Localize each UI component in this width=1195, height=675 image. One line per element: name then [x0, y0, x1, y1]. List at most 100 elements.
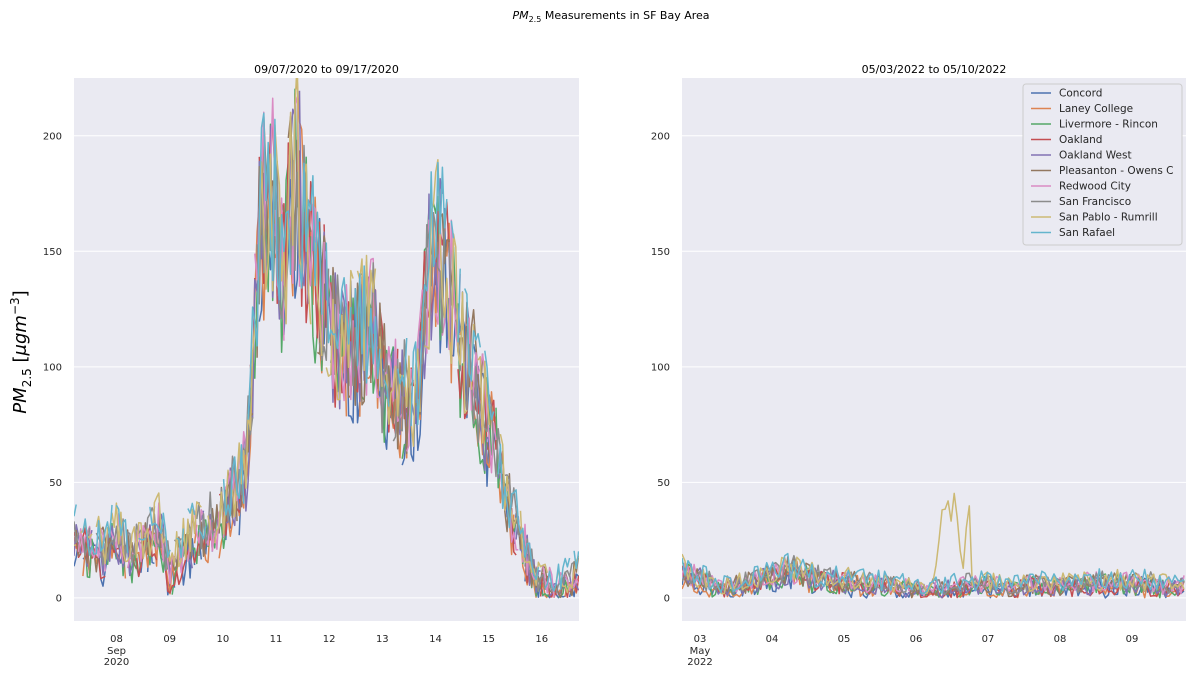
series-line-san-rafael [198, 526, 207, 540]
series-line-redwood-city [269, 97, 285, 341]
x-tick-label: 09 [1126, 634, 1139, 645]
series-line-redwood-city [506, 483, 519, 551]
legend-label: Pleasanton - Owens C [1059, 165, 1173, 177]
series-line-san-rafael [149, 506, 171, 558]
x-tick-label: 09 [163, 634, 176, 645]
series-line-redwood-city [466, 317, 497, 474]
legend-label: San Pablo - Rumrill [1059, 212, 1158, 224]
series-line-san-francisco [196, 491, 216, 550]
x-tick-label: 10 [216, 634, 229, 645]
series-line-san-pablo-rumrill [499, 433, 517, 529]
series-line-redwood-city [321, 241, 325, 351]
series-line-san-rafael [484, 350, 495, 421]
y-tick-label: 0 [664, 593, 670, 604]
series-line-san-rafael [410, 161, 448, 427]
series-line-san-rafael [222, 444, 245, 517]
x-tick-label: 03 [694, 634, 707, 645]
y-axis-label: PM2.5 [μgm−3] [8, 290, 34, 413]
y-tick-label: 50 [49, 478, 62, 489]
x-tick-label: 08 [1054, 634, 1067, 645]
series-line-san-rafael [247, 112, 292, 420]
series-line-san-rafael [176, 528, 185, 559]
x-tick-label: 13 [376, 634, 389, 645]
legend-label: Oakland [1059, 134, 1102, 146]
series-line-san-pablo-rumrill [379, 336, 383, 387]
series-line-redwood-city [682, 557, 1185, 597]
x-tick-sublabel: 2020 [104, 657, 129, 668]
series-line-san-francisco [504, 474, 522, 538]
series-line-san-pablo-rumrill [325, 269, 354, 401]
x-tick-label: 11 [270, 634, 283, 645]
series-line-oakland-west [200, 510, 205, 521]
series-line-san-rafael [187, 502, 196, 516]
y-tick-label: 0 [56, 593, 62, 604]
series-line-san-rafael [74, 504, 77, 517]
legend-label: San Francisco [1059, 196, 1131, 208]
series-line-san-rafael [464, 288, 482, 382]
series-line-san-rafael [457, 268, 461, 343]
series-line-redwood-city [178, 546, 185, 574]
x-tick-label: 12 [323, 634, 336, 645]
series-line-san-rafael [573, 550, 579, 570]
series-line-san-rafael [544, 557, 571, 592]
series-line-san-rafael [450, 220, 455, 239]
series-line-san-pablo-rumrill [356, 254, 377, 372]
series-line-san-rafael [298, 162, 323, 315]
y-tick-label: 200 [651, 131, 670, 142]
series-line-san-rafael [682, 552, 1185, 595]
x-tick-sublabel: Sep [107, 646, 126, 657]
x-tick-sublabel: May [690, 646, 711, 657]
x-tick-label: 04 [766, 634, 779, 645]
y-tick-label: 200 [43, 131, 62, 142]
series-line-san-pablo-rumrill [74, 544, 77, 547]
series-line-san-pablo-rumrill [385, 348, 421, 447]
legend-label: San Rafael [1059, 227, 1115, 239]
series-line-san-pablo-rumrill [95, 492, 202, 568]
series-line-san-rafael [497, 443, 540, 581]
series-line-san-rafael [82, 504, 113, 556]
series-line-san-francisco [555, 561, 575, 594]
series-line-san-francisco [448, 242, 453, 306]
y-tick-label: 100 [651, 362, 670, 373]
legend-label: Redwood City [1059, 181, 1131, 193]
figure-suptitle: PM2.5 Measurements in SF Bay Area [512, 9, 709, 24]
series-line-san-rafael [354, 265, 381, 384]
series-line-san-francisco [421, 212, 446, 365]
series-line-san-pablo-rumrill [213, 469, 229, 544]
series-line-san-francisco [548, 582, 553, 593]
legend-label: Concord [1059, 88, 1102, 100]
legend: Concord Laney College Livermore - Rincon Oa… [1022, 83, 1183, 246]
panel-title: 09/07/2020 to 09/17/2020 [254, 63, 399, 76]
series-line-san-pablo-rumrill [477, 355, 491, 444]
y-tick-label: 150 [651, 247, 670, 258]
series-line-san-francisco [274, 160, 287, 319]
series-line-san-francisco [74, 521, 80, 544]
panel-title: 05/03/2022 to 05/10/2022 [862, 63, 1007, 76]
series-line-san-rafael [396, 337, 408, 387]
series-line-san-pablo-rumrill [231, 78, 312, 518]
series-line-san-rafael [383, 379, 390, 407]
series-line-san-rafael [138, 537, 146, 541]
series-line-oakland [294, 150, 321, 339]
x-tick-label: 14 [429, 634, 442, 645]
series-line-pleasanton-owens-c [316, 235, 328, 355]
x-tick-sublabel: 2022 [687, 657, 712, 668]
y-tick-label: 100 [43, 362, 62, 373]
series-line-san-rafael [115, 504, 129, 553]
legend-label: Livermore - Rincon [1059, 119, 1158, 131]
x-tick-label: 15 [482, 634, 495, 645]
x-tick-label: 08 [110, 634, 123, 645]
series-line-san-francisco [95, 507, 171, 570]
x-tick-label: 05 [838, 634, 851, 645]
x-tick-label: 06 [910, 634, 923, 645]
series-line-san-pablo-rumrill [519, 510, 549, 586]
series-line-san-rafael [325, 242, 352, 349]
x-tick-label: 16 [535, 634, 548, 645]
y-tick-label: 150 [43, 247, 62, 258]
y-tick-label: 50 [657, 478, 670, 489]
legend-label: Oakland West [1059, 150, 1132, 162]
series-line-redwood-city [108, 513, 124, 564]
